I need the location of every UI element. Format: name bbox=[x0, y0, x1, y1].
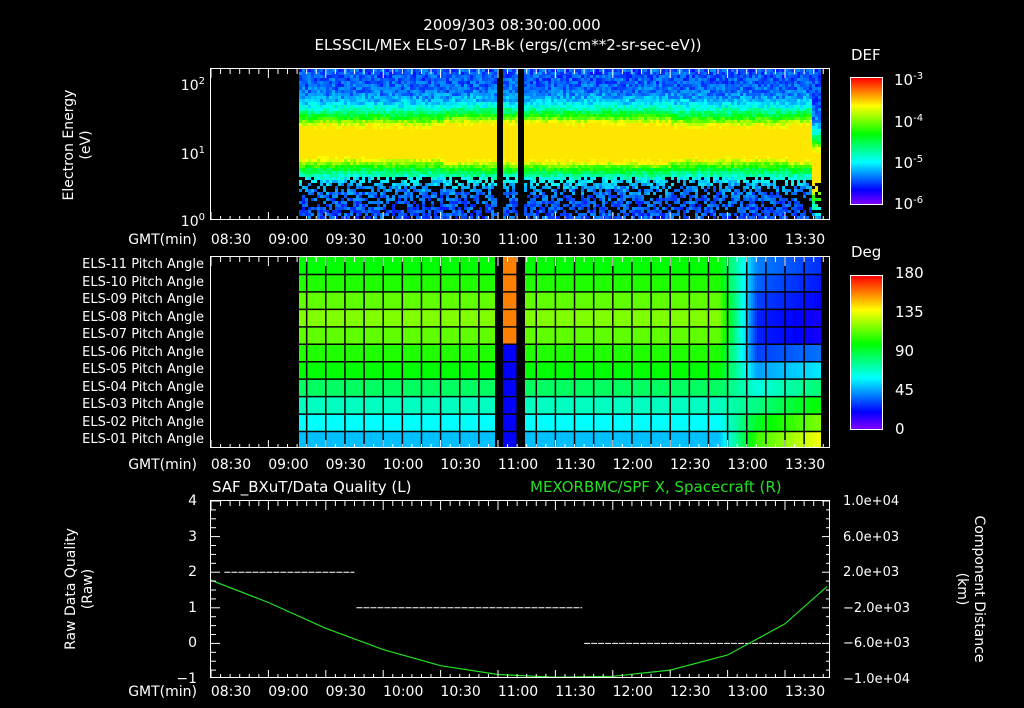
time-tick-label: 09:30 bbox=[325, 684, 366, 700]
time-tick-label: 12:00 bbox=[612, 684, 653, 700]
time-tick-label: 13:30 bbox=[784, 232, 826, 248]
pitch-angle-row-label: ELS-01 Pitch Angle bbox=[82, 432, 204, 447]
pitch-angle-row-label: ELS-10 Pitch Angle bbox=[82, 274, 204, 290]
time-tick-label: 12:30 bbox=[670, 457, 711, 473]
colorbar2-tick-90: 90 bbox=[895, 342, 915, 360]
time-tick-label: 12:30 bbox=[670, 232, 711, 248]
right-ytick: 2.0e+03 bbox=[843, 565, 900, 580]
time-tick-label: 08:30 bbox=[210, 684, 252, 700]
colorbar1-tick-1e-6: 10-6 bbox=[894, 195, 924, 213]
pitch-angle-row-label: ELS-08 Pitch Angle bbox=[82, 309, 204, 325]
pitch-angle-row-label: ELS-11 Pitch Angle bbox=[82, 257, 204, 272]
panel1-ylabel: Electron Energy (eV) bbox=[61, 75, 95, 215]
time-tick-label: 10:30 bbox=[440, 232, 481, 248]
panel1-ytick-1e2: 102 bbox=[180, 76, 205, 94]
time-tick-label: 11:00 bbox=[497, 232, 539, 248]
left-ytick: 1 bbox=[188, 599, 197, 616]
colorbar2-title: Deg bbox=[851, 243, 882, 261]
time-tick-label: 10:30 bbox=[440, 684, 481, 700]
left-ytick: 4 bbox=[188, 493, 197, 509]
pitch-angle-row-label: ELS-09 Pitch Angle bbox=[82, 292, 204, 307]
panel3-ylabel-right-line1: Component Distance bbox=[971, 515, 987, 663]
time-tick-label: 11:30 bbox=[555, 684, 596, 700]
left-ytick: 3 bbox=[188, 528, 197, 545]
time-tick-label: 10:30 bbox=[440, 457, 481, 473]
panel3-ylabel-left: Raw Data Quality (Raw) bbox=[63, 509, 97, 669]
time-tick-label: 11:00 bbox=[497, 684, 539, 700]
time-tick-label: 12:30 bbox=[670, 684, 711, 700]
left-ytick: 0 bbox=[188, 635, 197, 651]
time-tick-label: 10:00 bbox=[383, 232, 424, 248]
pitch-angle-row-label: ELS-06 Pitch Angle bbox=[82, 344, 204, 360]
colorbar1-tick-1e-4: 10-4 bbox=[894, 113, 924, 131]
pitch-angle-row-label: ELS-07 Pitch Angle bbox=[82, 327, 204, 342]
colorbar1-tick-1e-3: 10-3 bbox=[894, 71, 924, 89]
colorbar2-tick-0: 0 bbox=[895, 420, 905, 438]
data-quality-plot[interactable] bbox=[210, 500, 830, 678]
time-tick-label: 13:30 bbox=[784, 457, 826, 473]
energy-spectrogram[interactable] bbox=[210, 68, 830, 220]
panel1-ylabel-line2: (eV) bbox=[78, 130, 94, 160]
panel3-ylabel-left-line2: (Raw) bbox=[80, 568, 96, 610]
time-tick-label: 13:00 bbox=[727, 232, 768, 248]
time-tick-label: 09:00 bbox=[268, 684, 309, 700]
pitch-angle-row-label: ELS-02 Pitch Angle bbox=[82, 414, 204, 430]
time-tick-label: 11:30 bbox=[555, 232, 596, 248]
time-tick-label: 11:00 bbox=[497, 457, 539, 473]
time-tick-label: 09:30 bbox=[325, 457, 366, 473]
panel3-ylabel-right-line2: (km) bbox=[954, 572, 970, 606]
right-ytick: −1.0e+04 bbox=[843, 671, 910, 687]
right-ytick: −6.0e+03 bbox=[843, 636, 910, 651]
panel1-ylabel-line1: Electron Energy bbox=[61, 89, 77, 201]
colorbar1-title: DEF bbox=[851, 46, 881, 64]
time-tick-label: 10:00 bbox=[383, 684, 424, 700]
time-axis-label: GMT(min) bbox=[128, 457, 197, 473]
left-ytick: −1 bbox=[176, 670, 197, 687]
time-tick-label: 13:00 bbox=[727, 684, 768, 700]
time-tick-label: 09:00 bbox=[268, 457, 309, 473]
colorbar-def bbox=[850, 77, 883, 205]
plot-title: ELSSCIL/MEx ELS-07 LR-Bk (ergs/(cm**2-sr… bbox=[314, 36, 702, 54]
panel3-ylabel-right: Component Distance (km) bbox=[953, 499, 987, 679]
colorbar-deg bbox=[850, 275, 883, 430]
pitch-angle-plot[interactable] bbox=[210, 256, 830, 448]
time-axis-label: GMT(min) bbox=[128, 684, 197, 700]
panel3-title-left: SAF_BXuT/Data Quality (L) bbox=[212, 478, 412, 496]
colorbar1-tick-1e-5: 10-5 bbox=[894, 154, 924, 172]
time-tick-label: 12:00 bbox=[612, 457, 653, 473]
time-tick-label: 12:00 bbox=[612, 232, 653, 248]
panel1-ytick-1e0: 100 bbox=[180, 212, 205, 230]
right-ytick: −2.0e+03 bbox=[843, 600, 910, 616]
time-tick-label: 13:00 bbox=[727, 457, 768, 473]
pitch-angle-row-label: ELS-05 Pitch Angle bbox=[82, 362, 204, 377]
panel1-ytick-1e1: 101 bbox=[180, 145, 205, 163]
time-tick-label: 08:30 bbox=[210, 232, 252, 248]
pitch-angle-row-label: ELS-04 Pitch Angle bbox=[82, 379, 204, 395]
time-axis-label: GMT(min) bbox=[128, 232, 197, 248]
right-ytick: 6.0e+03 bbox=[843, 529, 900, 545]
colorbar2-tick-180: 180 bbox=[895, 264, 924, 282]
time-tick-label: 13:30 bbox=[784, 684, 826, 700]
time-tick-label: 09:30 bbox=[325, 232, 366, 248]
colorbar2-tick-45: 45 bbox=[895, 381, 915, 399]
colorbar2-tick-135: 135 bbox=[895, 303, 924, 321]
panel3-ylabel-left-line1: Raw Data Quality bbox=[63, 528, 79, 650]
plot-datetime: 2009/303 08:30:00.000 bbox=[423, 16, 601, 34]
time-tick-label: 11:30 bbox=[555, 457, 596, 473]
pitch-angle-row-label: ELS-03 Pitch Angle bbox=[82, 397, 204, 412]
time-tick-label: 09:00 bbox=[268, 232, 309, 248]
left-ytick: 2 bbox=[188, 564, 197, 580]
panel3-title-right: MEXORBMC/SPF X, Spacecraft (R) bbox=[530, 478, 782, 496]
right-ytick: 1.0e+04 bbox=[843, 494, 900, 509]
time-tick-label: 10:00 bbox=[383, 457, 424, 473]
time-tick-label: 08:30 bbox=[210, 457, 252, 473]
